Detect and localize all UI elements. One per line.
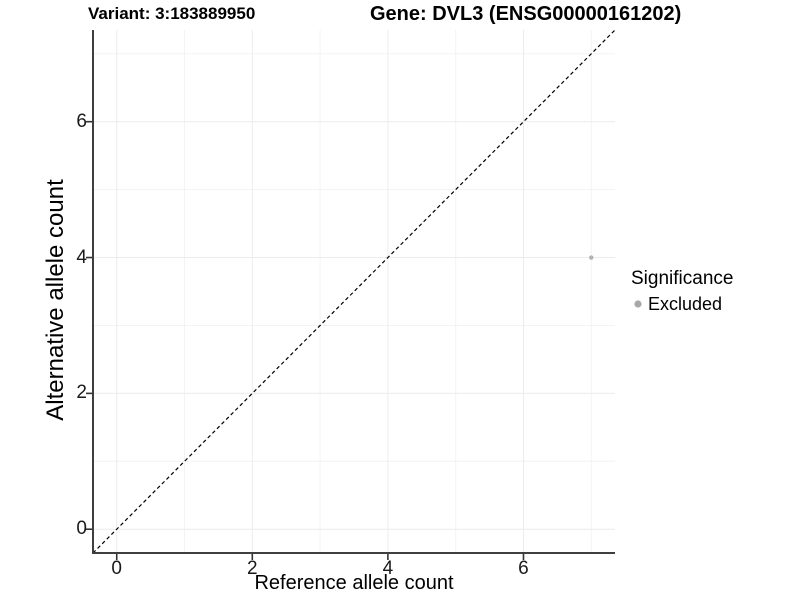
x-tick-label: 0 bbox=[111, 558, 122, 579]
plot-panel bbox=[86, 29, 616, 560]
data-point bbox=[589, 255, 594, 260]
legend-item-label: Excluded bbox=[648, 293, 723, 314]
identity-line bbox=[92, 29, 616, 554]
legend-dot bbox=[634, 300, 642, 308]
y-tick-label: 4 bbox=[76, 246, 87, 268]
legend-item-excluded: Excluded bbox=[631, 294, 733, 315]
legend-title: Significance bbox=[631, 268, 734, 289]
x-tick-label: 2 bbox=[247, 558, 258, 579]
plot-title-gene: Gene: DVL3 (ENSG00000161202) bbox=[370, 3, 682, 25]
x-tick-label: 6 bbox=[518, 558, 529, 579]
y-axis-title: Alternative allele count bbox=[42, 179, 69, 421]
x-axis-title: Reference allele count bbox=[254, 572, 454, 594]
y-tick-label: 0 bbox=[76, 518, 87, 540]
legend: Significance Excluded bbox=[631, 268, 733, 315]
plot-title-variant: Variant: 3:183889950 bbox=[88, 4, 256, 23]
y-tick-label: 6 bbox=[76, 110, 87, 132]
y-tick-label: 2 bbox=[76, 382, 87, 404]
legend-key-dot-icon bbox=[634, 300, 642, 308]
x-tick-label: 4 bbox=[382, 558, 394, 579]
